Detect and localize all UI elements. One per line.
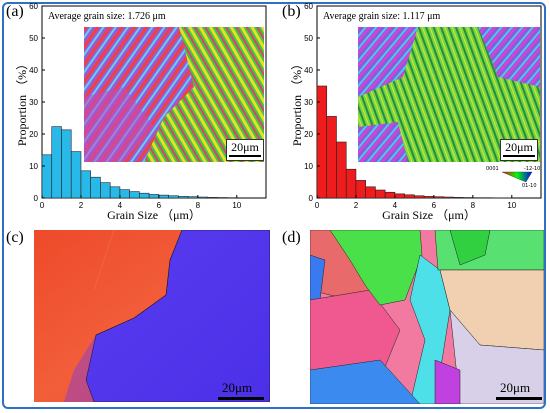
ytick-label-b-50: 50: [304, 34, 313, 43]
bar-a-4: [80, 170, 91, 199]
bar-b-3: [345, 168, 357, 199]
x-axis-label-b: Grain Size （μm）: [382, 208, 476, 222]
average-grain-size-a: Average grain size: 1.726 μm: [48, 11, 166, 22]
bar-b-13: [443, 196, 454, 199]
bar-a-14: [178, 196, 189, 199]
bar-a-11: [148, 194, 160, 199]
panel-label-b: (b): [282, 3, 301, 20]
bar-a-10: [139, 192, 150, 199]
bar-a-0: [41, 154, 53, 199]
ytick-label-a-10: 10: [29, 162, 38, 171]
bar-b-1: [326, 116, 337, 199]
bar-b-8: [394, 193, 405, 199]
bar-b-2: [336, 141, 347, 199]
scale-bar-a: [229, 155, 261, 157]
xtick-label-b-2: 2: [354, 201, 359, 210]
grain-size-chart-a: 0 10 20 30 40 50 60 0 2 4 6 8 10 Grain Size （μm） Propo…: [15, 2, 267, 222]
ytick-label-b-40: 40: [304, 66, 313, 75]
bar-b-14: [453, 197, 464, 199]
scale-bar-b: [503, 155, 535, 157]
bar-b-6: [375, 189, 386, 199]
bar-b-12: [433, 196, 444, 199]
bar-a-8: [119, 189, 130, 199]
y-axis-label-a: Proportion （%）: [15, 58, 29, 146]
panel-label-c: (c): [6, 229, 24, 246]
bar-b-5: [365, 186, 376, 199]
xtick-label-b-6: 6: [432, 201, 437, 210]
bar-a-13: [168, 195, 179, 199]
xtick-label-b-0: 0: [315, 201, 320, 210]
bar-a-7: [109, 186, 121, 199]
scale-box-b: 20μm: [500, 139, 538, 161]
ytick-label-a-0: 0: [34, 194, 39, 203]
xtick-label-b-4: 4: [393, 201, 398, 210]
bar-a-12: [158, 194, 169, 199]
ytick-label-b-0: 0: [309, 194, 314, 203]
ytick-label-a-50: 50: [29, 34, 38, 43]
bar-a-3: [70, 151, 82, 199]
panel-label-a: (a): [6, 3, 24, 20]
ebsd-map-c: [34, 230, 270, 402]
average-grain-size-b: Average grain size: 1.117 μm: [323, 11, 440, 22]
bar-a-17: [207, 197, 218, 199]
xtick-label-a-10: 10: [232, 201, 241, 210]
bar-a-9: [129, 191, 140, 199]
ytick-label-a-40: 40: [29, 66, 38, 75]
xtick-label-a-0: 0: [40, 201, 45, 210]
ebsd-map-d: [310, 230, 544, 404]
bar-a-15: [187, 196, 199, 199]
scale-label-d: 20μm: [500, 380, 531, 395]
scale-label-b: 20μm: [505, 140, 533, 154]
xtick-label-a-4: 4: [118, 201, 123, 210]
bar-b-11: [423, 196, 435, 199]
xtick-label-a-8: 8: [196, 201, 201, 210]
bar-b-0: [316, 85, 328, 199]
xtick-label-b-10: 10: [507, 201, 516, 210]
scale-box-a: 20μm: [226, 139, 264, 161]
panel-label-d: (d): [282, 229, 301, 246]
ytick-label-b-20: 20: [304, 130, 313, 139]
bar-b-9: [404, 194, 415, 199]
bar-b-10: [414, 195, 425, 199]
bar-a-2: [61, 129, 72, 199]
scale-label-c: 20μm: [222, 380, 253, 395]
bar-a-1: [51, 126, 62, 199]
bar-b-7: [384, 191, 396, 199]
x-axis-label-a: Grain Size （μm）: [107, 208, 201, 222]
ytick-label-a-60: 60: [29, 2, 38, 11]
grain-size-chart-b: 0 10 20 30 40 50 60 0 2 4 6 8 10 Grain Size （μm） Propo…: [290, 2, 542, 222]
bar-a-5: [90, 176, 101, 199]
scale-bar-c: [218, 397, 264, 400]
xtick-label-b-8: 8: [471, 201, 476, 210]
scale-label-a: 20μm: [231, 140, 259, 154]
ipf-color-legend: 0001 -12-10 01-10: [486, 166, 540, 188]
ipf-corner-1210: -12-10: [524, 166, 540, 172]
xtick-label-a-2: 2: [79, 201, 84, 210]
ipf-corner-0110: 01-10: [522, 183, 537, 188]
ytick-label-b-60: 60: [304, 2, 313, 11]
bar-a-16: [197, 196, 208, 199]
ytick-label-b-30: 30: [304, 98, 313, 107]
ytick-label-a-20: 20: [29, 130, 38, 139]
ytick-label-b-10: 10: [304, 162, 313, 171]
y-axis-label-b: Proportion （%）: [290, 58, 304, 146]
bar-b-4: [355, 180, 366, 199]
ytick-label-a-30: 30: [29, 98, 38, 107]
xtick-label-a-6: 6: [157, 201, 162, 210]
scale-bar-d: [496, 397, 542, 400]
ipf-corner-0001: 0001: [486, 166, 499, 172]
bar-a-6: [100, 182, 111, 199]
